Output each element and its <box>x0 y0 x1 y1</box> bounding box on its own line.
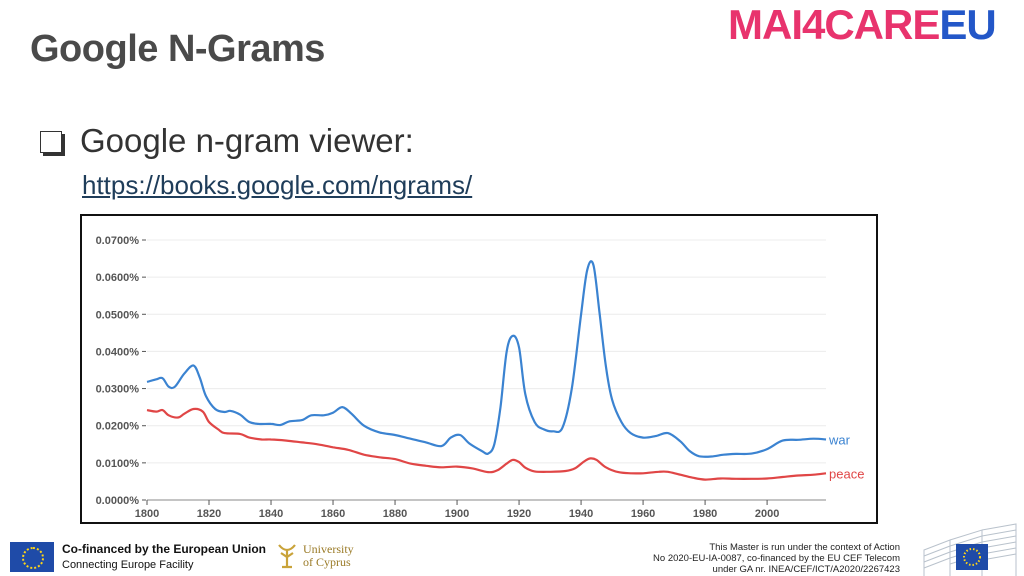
x-tick-label: 1900 <box>445 508 469 520</box>
funding-line1: Co-financed by the European Union <box>62 542 267 556</box>
series-label-war: war <box>828 432 851 447</box>
bullet-item: Google n-gram viewer: <box>40 122 414 160</box>
y-tick-label: 0.0600% <box>96 272 140 284</box>
y-tick-label: 0.0500% <box>96 309 140 321</box>
x-tick-label: 2000 <box>755 508 779 520</box>
ngram-viewer-link[interactable]: https://books.google.com/ngrams/ <box>82 170 473 200</box>
slide-title: Google N-Grams <box>30 28 325 70</box>
x-tick-label: 1920 <box>507 508 531 520</box>
x-tick-label: 1820 <box>197 508 221 520</box>
y-tick-label: 0.0400% <box>96 346 140 358</box>
eu-flag-icon <box>10 542 54 572</box>
x-tick-label: 1940 <box>569 508 593 520</box>
ngram-chart-svg: 0.0000% 0.0100% 0.0200% 0.0300% 0.0400% 0.050… <box>96 235 865 520</box>
funding-notice: This Master is run under the context of … <box>653 542 900 575</box>
series-line-war <box>146 260 827 458</box>
x-tick-label: 1800 <box>135 508 159 520</box>
eu-commission-building-icon <box>923 523 1017 576</box>
x-tick-label: 1960 <box>631 508 655 520</box>
x-tick-label: 1860 <box>321 508 345 520</box>
checkbox-bullet-icon <box>40 131 62 153</box>
bullet-text: Google n-gram viewer: <box>80 122 414 159</box>
notice-line2: No 2020-EU-IA-0087, co-financed by the E… <box>653 553 900 564</box>
x-tick-label: 1880 <box>383 508 407 520</box>
x-tick-label: 1980 <box>693 508 717 520</box>
logo-part-pink: MAI4CARE <box>728 1 940 48</box>
eu-funding-block: Co-financed by the European Union Connec… <box>10 541 266 573</box>
y-tick-label: 0.0100% <box>96 458 140 470</box>
ngram-chart: 0.0000% 0.0100% 0.0200% 0.0300% 0.0400% 0.050… <box>80 214 878 524</box>
university-line2: of Cyprus <box>303 555 351 569</box>
university-line1: University <box>303 542 354 556</box>
mai4careu-logo: MAI4CAREEU <box>728 4 997 46</box>
funding-line2: Connecting Europe Facility <box>62 559 194 571</box>
y-tick-label: 0.0200% <box>96 421 140 433</box>
x-tick-label: 1840 <box>259 508 283 520</box>
series-label-peace: peace <box>829 466 864 481</box>
ucy-emblem-icon <box>278 544 296 569</box>
y-tick-label: 0.0000% <box>96 495 140 507</box>
notice-line3: under GA nr. INEA/CEF/ICT/A2020/2267423 <box>712 564 900 575</box>
logo-part-blue: EU <box>939 1 996 48</box>
notice-line1: This Master is run under the context of … <box>709 542 900 553</box>
y-tick-label: 0.0300% <box>96 384 140 396</box>
y-tick-label: 0.0700% <box>96 235 140 247</box>
university-of-cyprus-logo: University of Cyprus <box>277 543 354 569</box>
series-line-peace <box>146 407 827 481</box>
